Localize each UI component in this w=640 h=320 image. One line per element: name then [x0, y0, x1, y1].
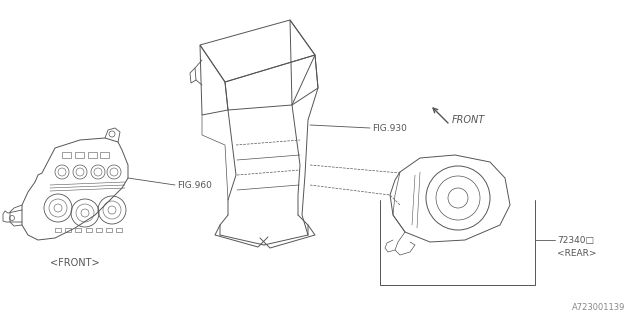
Bar [96, 228, 102, 232]
Text: A723001139: A723001139 [572, 303, 625, 312]
Bar [65, 228, 71, 232]
Bar [75, 152, 84, 158]
Bar [106, 228, 112, 232]
Bar [86, 228, 92, 232]
Text: 72340□: 72340□ [557, 236, 594, 244]
Text: FIG.960: FIG.960 [177, 180, 212, 189]
Bar [55, 228, 61, 232]
Text: <REAR>: <REAR> [557, 249, 596, 258]
Text: FRONT: FRONT [452, 115, 485, 125]
Bar [75, 228, 81, 232]
Text: <FRONT>: <FRONT> [50, 258, 100, 268]
Bar [88, 152, 97, 158]
Text: FIG.930: FIG.930 [372, 124, 407, 132]
Bar [100, 152, 109, 158]
Bar [116, 228, 122, 232]
Bar [62, 152, 71, 158]
